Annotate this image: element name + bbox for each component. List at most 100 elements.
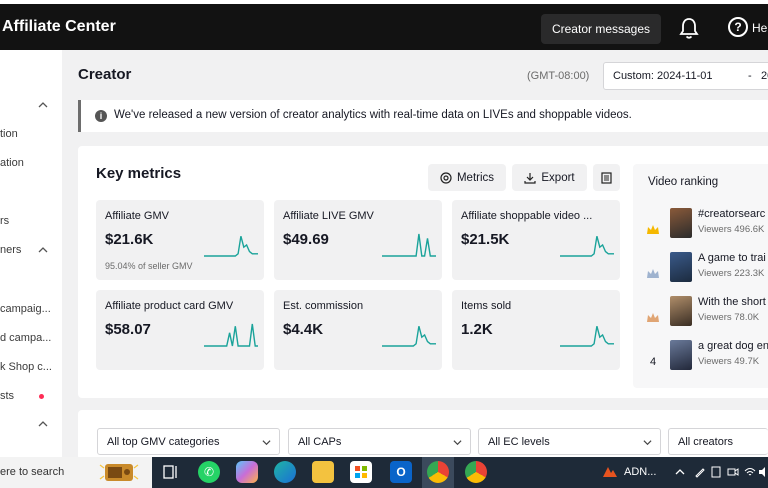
sparkline-path — [204, 323, 258, 347]
metric-card[interactable]: Items sold 1.2K — [452, 290, 620, 370]
chevron-up-icon[interactable] — [38, 100, 48, 110]
date-separator: - — [748, 70, 752, 82]
page-title: Creator — [78, 66, 132, 83]
metric-card[interactable]: Affiliate shoppable video ... $21.5K — [452, 200, 620, 280]
video-title: With the short — [698, 296, 766, 308]
metric-card[interactable]: Affiliate LIVE GMV $49.69 — [274, 200, 442, 280]
whatsapp-icon[interactable]: ✆ — [198, 461, 220, 483]
video-ranking-row[interactable]: 4 a great dog en Viewers 49.7K — [633, 340, 768, 384]
tablet-icon[interactable] — [710, 466, 722, 478]
metric-card[interactable]: Affiliate GMV $21.6K 95.04% of seller GM… — [96, 200, 264, 280]
sidebar-item[interactable]: k Shop c... — [0, 361, 52, 373]
document-button[interactable] — [593, 164, 620, 191]
file-explorer-icon[interactable] — [312, 461, 334, 483]
creator-messages-button[interactable]: Creator messages — [541, 14, 661, 44]
crown-silver-icon — [647, 269, 659, 278]
video-thumbnail — [670, 296, 692, 326]
video-thumbnail — [670, 252, 692, 282]
metric-value: 1.2K — [461, 321, 493, 338]
video-ranking-row[interactable]: With the short Viewers 78.0K — [633, 296, 768, 340]
key-metrics-title: Key metrics — [96, 165, 182, 182]
sparkline-chart — [204, 236, 258, 257]
sidebar-item[interactable]: rs — [0, 215, 10, 227]
tray-app-label[interactable]: ADN... — [624, 466, 657, 478]
sparkline-chart — [560, 326, 614, 347]
wifi-icon[interactable] — [744, 466, 756, 478]
app-title: Affiliate Center — [2, 18, 116, 35]
metric-label: Affiliate product card GMV — [105, 300, 234, 312]
ec-levels-select[interactable]: All EC levels — [478, 428, 661, 455]
timezone-label: (GMT-08:00) — [527, 70, 590, 82]
video-thumbnail — [670, 208, 692, 238]
video-views: Viewers 496.6K — [698, 224, 765, 235]
pen-icon[interactable] — [694, 466, 706, 478]
video-ranking-row[interactable]: A game to trai Viewers 223.3K — [633, 252, 768, 296]
bell-icon[interactable] — [678, 16, 700, 40]
help-label[interactable]: Hel — [752, 21, 768, 35]
chevron-down-icon — [453, 440, 462, 446]
sparkline-chart — [382, 233, 436, 257]
creators-select[interactable]: All creators — [668, 428, 768, 455]
metric-card[interactable]: Est. commission $4.4K — [274, 290, 442, 370]
task-view-icon[interactable] — [160, 461, 182, 483]
sparkline-path — [382, 326, 436, 347]
sparkline-path — [382, 233, 436, 257]
taskbar-search-placeholder: ere to search — [0, 466, 65, 478]
video-views: Viewers 223.3K — [698, 268, 765, 279]
target-icon — [440, 171, 452, 184]
chevron-up-icon[interactable] — [38, 419, 48, 429]
sidebar-item[interactable]: campaig... — [0, 303, 51, 315]
video-ranking-row[interactable]: #creatorsearc Viewers 496.6K — [633, 208, 768, 252]
rank-number: 4 — [649, 356, 657, 368]
volume-icon[interactable] — [758, 466, 768, 478]
sidebar: tion ation rs ners campaig... d campa...… — [0, 50, 62, 457]
edge-icon[interactable] — [274, 461, 296, 483]
metric-label: Affiliate shoppable video ... — [461, 210, 593, 222]
sidebar-item[interactable]: ners — [0, 244, 22, 256]
date-to: 20 — [761, 70, 768, 82]
select-value: All top GMV categories — [107, 436, 220, 448]
chevron-up-icon[interactable] — [38, 245, 48, 255]
date-range-picker[interactable]: Custom: 2024-11-01 - 20 — [603, 62, 768, 90]
export-button-label: Export — [541, 171, 575, 184]
adn-app-icon[interactable] — [602, 465, 618, 479]
chevron-up-icon[interactable] — [674, 466, 686, 478]
info-icon: i — [95, 110, 107, 122]
metric-value: $21.6K — [105, 231, 154, 248]
sidebar-item[interactable]: ation — [0, 157, 24, 169]
export-button[interactable]: Export — [512, 164, 587, 191]
video-views: Viewers 49.7K — [698, 356, 760, 367]
video-title: a great dog en — [698, 340, 768, 352]
help-icon[interactable]: ? — [728, 17, 748, 37]
metric-card[interactable]: Affiliate product card GMV $58.07 — [96, 290, 264, 370]
radio-icon[interactable] — [99, 461, 139, 483]
document-icon — [601, 171, 612, 184]
windows-taskbar: ere to search ✆ O ADN... — [0, 457, 768, 488]
top-bar: Affiliate Center Creator messages ? Hel — [0, 0, 768, 50]
caps-select[interactable]: All CAPs — [288, 428, 471, 455]
info-notice: i We've released a new version of creato… — [78, 100, 768, 132]
video-title: #creatorsearc — [698, 208, 766, 220]
video-ranking-panel: Video ranking #creatorsearc Viewers 496.… — [633, 164, 768, 388]
video-views: Viewers 78.0K — [698, 312, 760, 323]
metrics-button[interactable]: Metrics — [428, 164, 506, 191]
sparkline-chart — [560, 236, 614, 257]
chrome-profile-icon[interactable] — [465, 461, 487, 483]
sparkline-path — [204, 236, 258, 257]
outlook-icon[interactable]: O — [390, 461, 412, 483]
copilot-icon[interactable] — [236, 461, 258, 483]
sparkline-path — [560, 326, 614, 347]
gmv-categories-select[interactable]: All top GMV categories — [97, 428, 280, 455]
meet-now-icon[interactable] — [727, 466, 739, 478]
metric-label: Est. commission — [283, 300, 364, 312]
date-from: Custom: 2024-11-01 — [613, 70, 713, 82]
sidebar-item[interactable]: sts — [0, 390, 15, 402]
metrics-button-label: Metrics — [456, 171, 495, 184]
sidebar-item[interactable]: d campa... — [0, 332, 52, 344]
sidebar-item[interactable]: tion — [0, 128, 18, 140]
metric-value: $4.4K — [283, 321, 324, 338]
metric-value: $49.69 — [283, 231, 329, 248]
chrome-icon[interactable] — [427, 461, 449, 483]
store-icon[interactable] — [350, 461, 372, 483]
metric-subtext: 95.04% of seller GMV — [105, 261, 193, 271]
